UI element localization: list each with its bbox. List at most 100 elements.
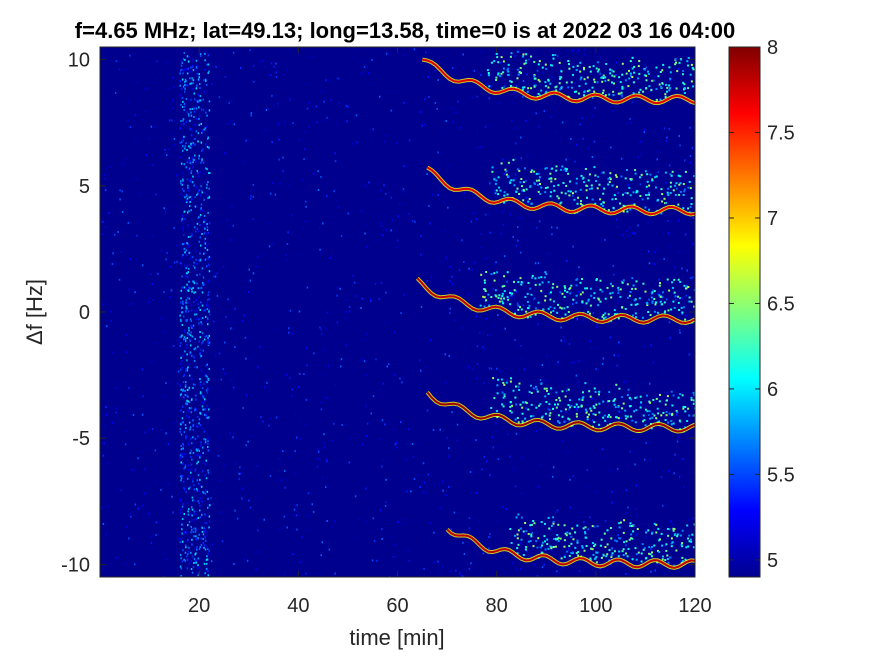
noise-cell [648,298,650,301]
band-cell [200,317,202,320]
noise-cell [381,465,383,468]
band-cell [197,517,200,519]
noise-cell [148,301,150,304]
noise-cell [540,464,542,467]
band-cell [179,428,182,430]
noise-cell [216,294,219,297]
band-cell [193,92,196,95]
noise-cell [326,116,328,119]
band-cell [207,181,209,184]
trace-scatter-cell [569,406,572,409]
noise-cell [514,158,517,161]
band-cell [202,541,205,544]
noise-cell [462,326,465,329]
noise-cell [535,430,538,433]
band-cell [204,167,207,170]
band-cell [199,424,202,427]
trace-scatter-cell [680,306,683,309]
noise-cell [526,549,528,552]
band-cell [206,145,209,148]
noise-cell [202,108,205,111]
band-cell [183,373,186,376]
noise-cell [514,485,517,488]
trace-scatter-cell [503,297,506,300]
trace-scatter-cell [537,78,540,81]
trace-scatter-cell [609,416,612,419]
trace-scatter-cell [541,281,544,284]
noise-cell [360,61,362,64]
noise-cell [543,563,545,566]
noise-cell [311,55,314,58]
noise-cell [674,266,676,269]
band-cell [191,290,193,293]
noise-cell [679,144,681,147]
trace-scatter-cell [661,303,664,306]
band-cell [186,253,188,256]
noise-cell [518,506,521,509]
trace-scatter-cell [648,208,650,211]
noise-cell [657,564,659,567]
noise-cell [372,395,375,398]
band-cell [189,160,191,163]
trace-scatter-cell [565,168,568,171]
trace-scatter-cell [622,531,625,534]
noise-cell [155,193,157,196]
noise-cell [161,249,163,252]
noise-cell [640,153,643,156]
noise-cell [164,210,167,213]
trace-scatter-cell [664,96,667,98]
band-cell [201,233,203,235]
noise-cell [308,514,310,517]
trace-scatter-cell [687,545,690,548]
noise-cell [396,239,399,242]
band-cell [180,289,182,292]
noise-cell [384,140,386,143]
noise-cell [540,173,543,176]
trace-scatter-cell [633,203,636,206]
band-cell [181,532,183,535]
trace-scatter-cell [645,194,648,196]
noise-cell [564,554,566,557]
noise-cell [578,213,581,216]
noise-cell [577,359,580,362]
band-cell [201,159,203,162]
band-cell [183,558,185,561]
trace-scatter-cell [544,295,547,298]
noise-cell [615,86,617,89]
noise-cell [288,184,291,187]
noise-cell [458,269,461,272]
noise-cell [420,234,422,237]
noise-cell [357,390,359,393]
band-cell [208,109,211,112]
trace-scatter-cell [560,168,562,171]
trace-scatter-cell [581,204,584,207]
noise-cell [625,544,627,547]
band-cell [193,488,196,491]
noise-cell [333,190,335,193]
noise-cell [489,182,491,185]
trace-scatter-cell [670,308,673,311]
band-cell [185,249,187,252]
noise-cell [119,198,121,201]
band-cell [205,414,208,417]
noise-cell [236,517,239,520]
band-cell [190,407,193,410]
trace-scatter-cell [619,288,622,291]
noise-cell [290,213,293,216]
noise-cell [230,379,233,382]
band-cell [193,158,195,161]
noise-cell [163,207,165,210]
noise-cell [490,124,492,127]
noise-cell [452,67,454,69]
trace-scatter-cell [671,286,674,289]
trace-scatter-cell [510,294,513,297]
noise-cell [639,253,641,256]
noise-cell [282,449,284,452]
trace-scatter-cell [533,522,536,525]
trace-scatter-cell [624,192,627,194]
noise-cell [179,96,181,99]
noise-cell [610,146,612,149]
band-cell [200,355,202,358]
noise-cell [151,547,154,549]
trace-scatter-cell [598,402,601,405]
